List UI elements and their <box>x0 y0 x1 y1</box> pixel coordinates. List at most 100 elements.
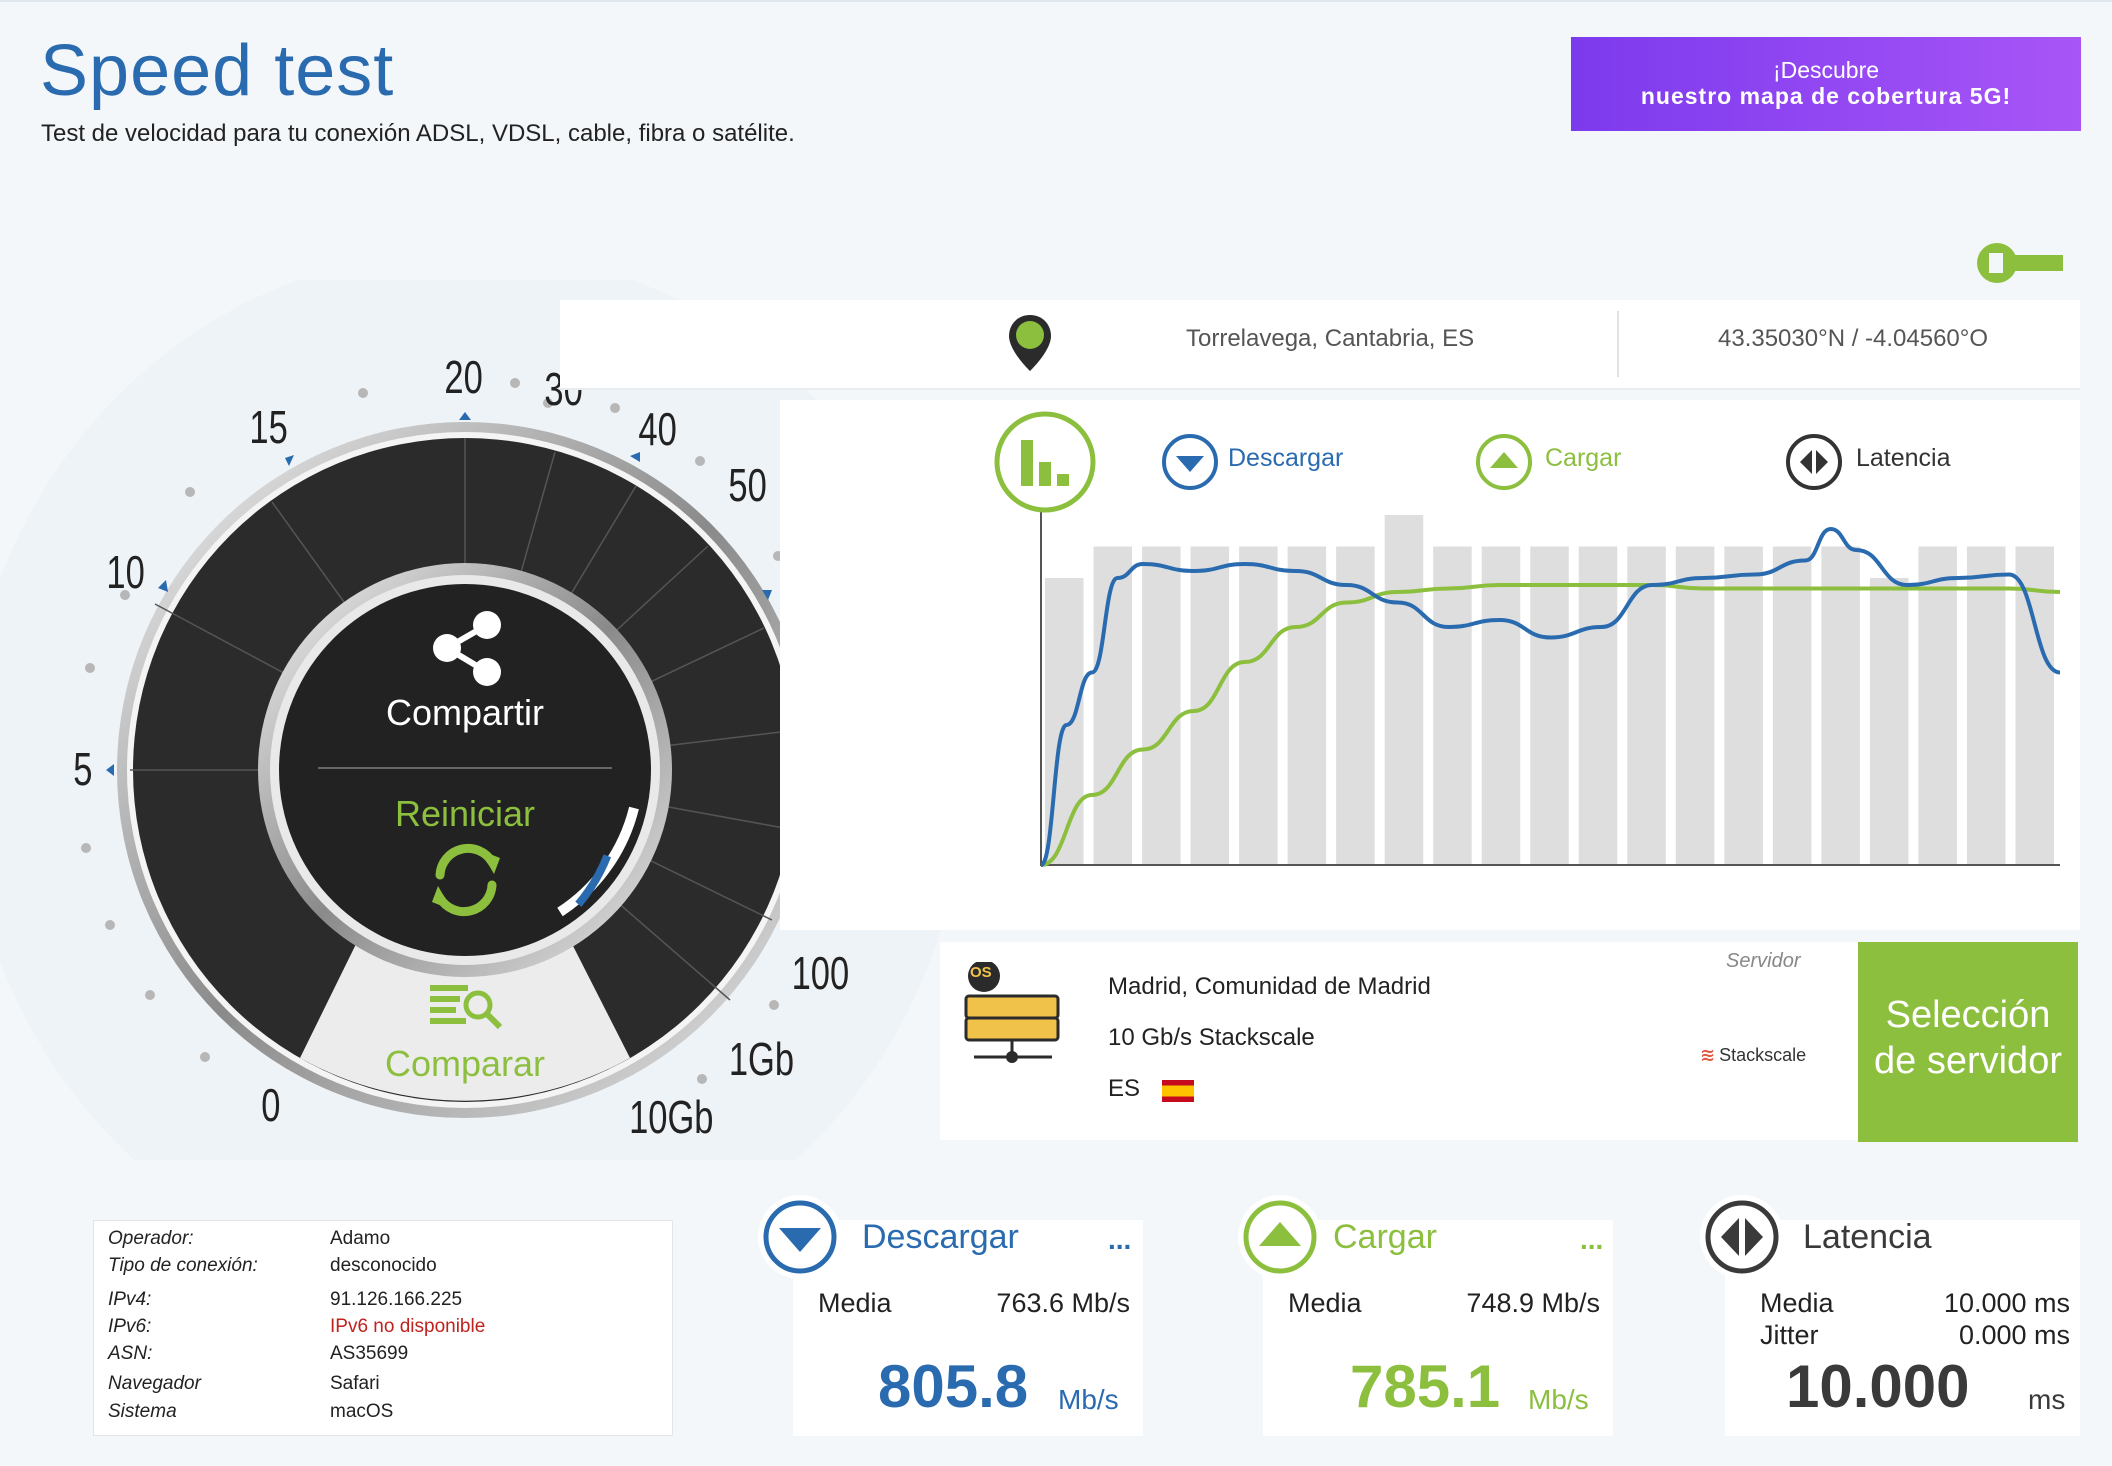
gauge-tick-15: 15 <box>249 401 288 453</box>
download-card <box>793 1220 1143 1436</box>
speed-chart <box>1039 505 2061 867</box>
connection-info-value: Safari <box>330 1373 380 1394</box>
latency-bar <box>1578 546 1618 865</box>
wrench-icon[interactable] <box>1975 238 2065 288</box>
connection-info-value: IPv6 no disponible <box>330 1316 486 1337</box>
select-server-button[interactable]: Selección de servidor <box>1858 942 2078 1142</box>
restart-button[interactable]: Reiniciar <box>394 793 536 834</box>
connection-info-key: Navegador <box>108 1373 201 1394</box>
gauge-tick-1gb: 1Gb <box>728 1033 795 1085</box>
gauge-tick-0: 0 <box>261 1079 281 1131</box>
download-speed-value: 805.8 <box>878 1353 1029 1420</box>
download-card-title: Descargar <box>862 1218 1019 1256</box>
connection-info-key: Operador: <box>108 1228 194 1249</box>
map-pin-icon <box>1009 315 1051 371</box>
connection-info-row: Operador: Adamo <box>108 1228 390 1250</box>
server-country: ES <box>1108 1075 1141 1102</box>
latency-jitter-label: Jitter <box>1760 1320 1819 1350</box>
share-button[interactable]: Compartir <box>385 692 545 733</box>
connection-info-value: AS35699 <box>330 1343 409 1364</box>
latency-bar <box>1287 546 1327 865</box>
latency-bar <box>1093 546 1133 865</box>
latency-bar <box>1821 546 1860 865</box>
location-coords: 43.35030°N / -4.04560°O <box>1718 325 1989 352</box>
download-more-button[interactable]: ... <box>1108 1224 1132 1255</box>
latency-bar <box>1336 546 1375 865</box>
latency-bar <box>2015 546 2054 865</box>
latency-legend-icon[interactable] <box>1784 432 1844 492</box>
latency-bar <box>1190 546 1230 865</box>
server-os-badge: OS <box>970 964 992 981</box>
share-icon <box>433 611 501 686</box>
server-section-label: Servidor <box>1726 950 1801 972</box>
latency-unit: ms <box>2028 1384 2066 1415</box>
connection-info-row: IPv4: 91.126.166.225 <box>108 1289 462 1311</box>
latency-card-title: Latencia <box>1803 1218 1932 1256</box>
page-title: Speed test <box>40 31 395 111</box>
gauge-tick-100: 100 <box>791 947 850 999</box>
connection-info-key: Tipo de conexión: <box>108 1255 258 1276</box>
page-subtitle: Test de velocidad para tu conexión ADSL,… <box>41 120 795 147</box>
latency-legend-label[interactable]: Latencia <box>1856 444 1951 472</box>
upload-media-value: 748.9 Mb/s <box>1466 1288 1600 1318</box>
upload-card <box>1263 1220 1613 1436</box>
upload-speed-value: 785.1 <box>1350 1353 1501 1420</box>
upload-icon <box>1238 1195 1322 1279</box>
connection-info-key: ASN: <box>108 1343 153 1364</box>
gauge-tick-10gb: 10Gb <box>629 1091 714 1143</box>
connection-info-value: 91.126.166.225 <box>330 1289 463 1310</box>
latency-bar <box>1675 546 1715 865</box>
latency-bar <box>1384 515 1424 865</box>
download-speed-unit: Mb/s <box>1058 1384 1119 1415</box>
download-legend-icon[interactable] <box>1160 432 1220 492</box>
connection-info-row: Navegador Safari <box>108 1373 380 1395</box>
gauge-tick-40: 40 <box>638 403 677 455</box>
latency-jitter-value: 0.000 ms <box>1958 1320 2070 1350</box>
server-host: 10 Gb/s Stackscale <box>1108 1024 1315 1051</box>
server-icon <box>964 962 1060 1063</box>
promo-line-1: ¡Descubre <box>1772 57 1880 83</box>
connection-info-key: Sistema <box>108 1401 177 1422</box>
gauge-tick-50: 50 <box>728 459 767 511</box>
stackscale-label: Stackscale <box>1719 1045 1807 1065</box>
top-divider <box>0 0 2112 2</box>
download-legend-label[interactable]: Descargar <box>1228 444 1344 472</box>
gauge-tick-10: 10 <box>106 546 145 598</box>
connection-info-value: macOS <box>330 1401 394 1422</box>
upload-series-line <box>1040 583 2061 867</box>
location-divider <box>1617 311 1619 377</box>
coverage-5g-banner[interactable]: ¡Descubre nuestro mapa de cobertura 5G! <box>1571 37 2081 131</box>
latency-bar <box>1142 546 1181 865</box>
connection-info-key: IPv4: <box>108 1289 152 1310</box>
latency-bar <box>1239 546 1278 865</box>
upload-media-label: Media <box>1288 1288 1362 1318</box>
latency-bar <box>1918 546 1957 865</box>
stackscale-logo: ≋ Stackscale <box>1700 1045 1807 1065</box>
latency-media-value: 10.000 ms <box>1943 1288 2070 1318</box>
upload-legend-icon[interactable] <box>1474 432 1534 492</box>
latency-bar <box>1869 578 1909 865</box>
upload-card-title: Cargar <box>1333 1218 1437 1256</box>
chart-type-icon[interactable] <box>993 410 1097 514</box>
upload-more-button[interactable]: ... <box>1580 1224 1604 1255</box>
connection-info-row: IPv6: IPv6 no disponible <box>108 1316 485 1338</box>
spain-flag-icon <box>1162 1080 1194 1102</box>
gauge-tick-20: 20 <box>444 351 483 403</box>
latency-card <box>1725 1220 2080 1436</box>
select-server-line-1: Selección <box>1885 994 2051 1036</box>
compare-button[interactable]: Comparar <box>384 1043 546 1084</box>
download-series-line <box>1039 526 2061 867</box>
select-server-line-2: de servidor <box>1874 1040 2062 1082</box>
download-media-value: 763.6 Mb/s <box>996 1288 1130 1318</box>
chart-panel <box>780 400 2080 930</box>
connection-info-value: Adamo <box>330 1228 391 1249</box>
server-city: Madrid, Comunidad de Madrid <box>1108 973 1431 1000</box>
connection-info-row: Tipo de conexión: desconocido <box>108 1255 437 1277</box>
upload-legend-label[interactable]: Cargar <box>1545 444 1622 472</box>
latency-bar <box>1966 546 2006 865</box>
download-media-label: Media <box>818 1288 892 1318</box>
latency-bar <box>1627 546 1666 865</box>
connection-info-row: Sistema macOS <box>108 1401 393 1423</box>
latency-bar <box>1530 546 1569 865</box>
compare-icon <box>430 985 503 1030</box>
